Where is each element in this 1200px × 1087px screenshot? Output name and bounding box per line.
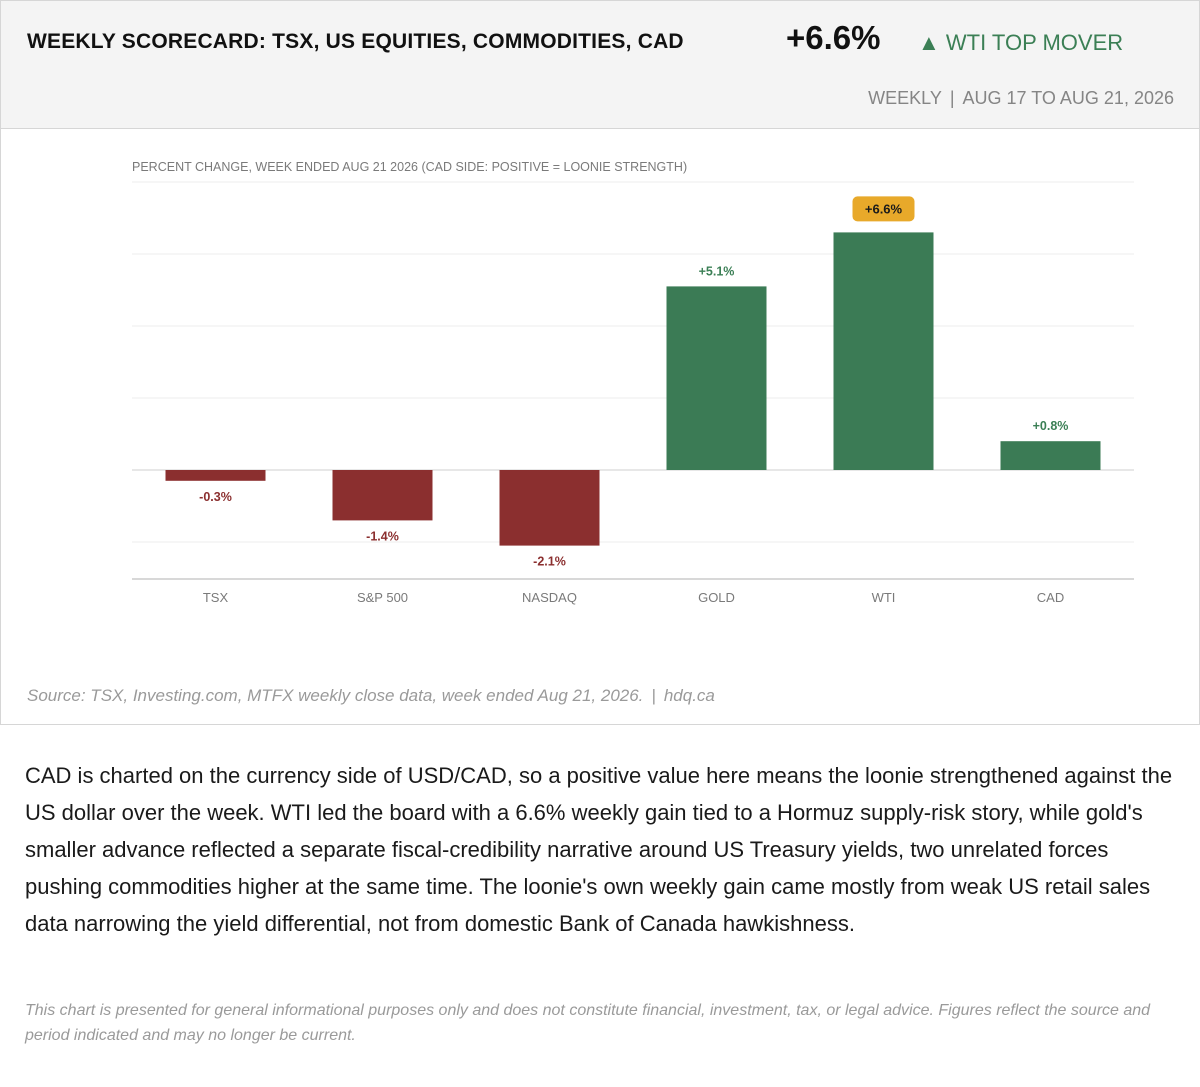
date-range: AUG 17 TO AUG 21, 2026 [962,88,1174,108]
top-mover-badge [852,196,915,222]
bars [165,232,1101,546]
x-tick-label: WTI [872,590,896,605]
source-note: Source: TSX, Investing.com, MTFX weekly … [27,686,715,706]
x-tick-label: GOLD [698,590,735,605]
commentary-paragraph: CAD is charted on the currency side of U… [25,763,1173,936]
source-text: Source: TSX, Investing.com, MTFX weekly … [27,686,644,705]
up-arrow-icon: ▲ [918,30,940,55]
chart-subtitle: PERCENT CHANGE, WEEK ENDED AUG 21 2026 (… [132,160,687,174]
data-label: -0.3% [199,490,232,504]
data-label: -2.1% [533,555,566,569]
bar-tsx [165,470,266,481]
period-separator: | [949,88,955,108]
page-title: WEEKLY SCORECARD: TSX, US EQUITIES, COMM… [27,30,684,53]
data-label: +5.1% [699,264,735,278]
top-mover-indicator: ▲ WTI TOP MOVER [918,30,1123,56]
x-axis: TSX S&P 500 NASDAQ GOLD WTI CAD [132,578,1134,605]
gridlines [132,181,1134,543]
x-tick-label: S&P 500 [357,590,408,605]
bar-s-p-500 [332,470,433,521]
chart-card: WEEKLY SCORECARD: TSX, US EQUITIES, COMM… [0,0,1200,725]
x-tick-label: CAD [1037,590,1064,605]
top-mover-label: WTI TOP MOVER [945,30,1124,55]
data-label: +0.8% [1033,419,1069,433]
data-labels: -0.3% -1.4% -2.1% +5.1% +6.6% +0.8% [199,196,1069,569]
x-tick-label: TSX [203,590,229,605]
disclaimer-text: This chart is presented for general info… [25,1002,1151,1044]
bar-gold [666,286,767,470]
card-header: WEEKLY SCORECARD: TSX, US EQUITIES, COMM… [1,1,1199,129]
bar-wti [833,232,934,470]
data-label: -1.4% [366,529,399,543]
headline-value: +6.6% [786,19,881,56]
source-separator: | [651,686,656,705]
x-tick-label: NASDAQ [522,590,577,605]
frequency-label: WEEKLY [868,88,942,108]
bar-chart: PERCENT CHANGE, WEEK ENDED AUG 21 2026 (… [132,160,1134,605]
source-site: hdq.ca [663,686,715,705]
data-label: +6.6% [865,201,903,216]
bar-cad [1000,441,1101,470]
bar-nasdaq [499,470,600,546]
period-info: WEEKLY | AUG 17 TO AUG 21, 2026 [868,88,1174,109]
